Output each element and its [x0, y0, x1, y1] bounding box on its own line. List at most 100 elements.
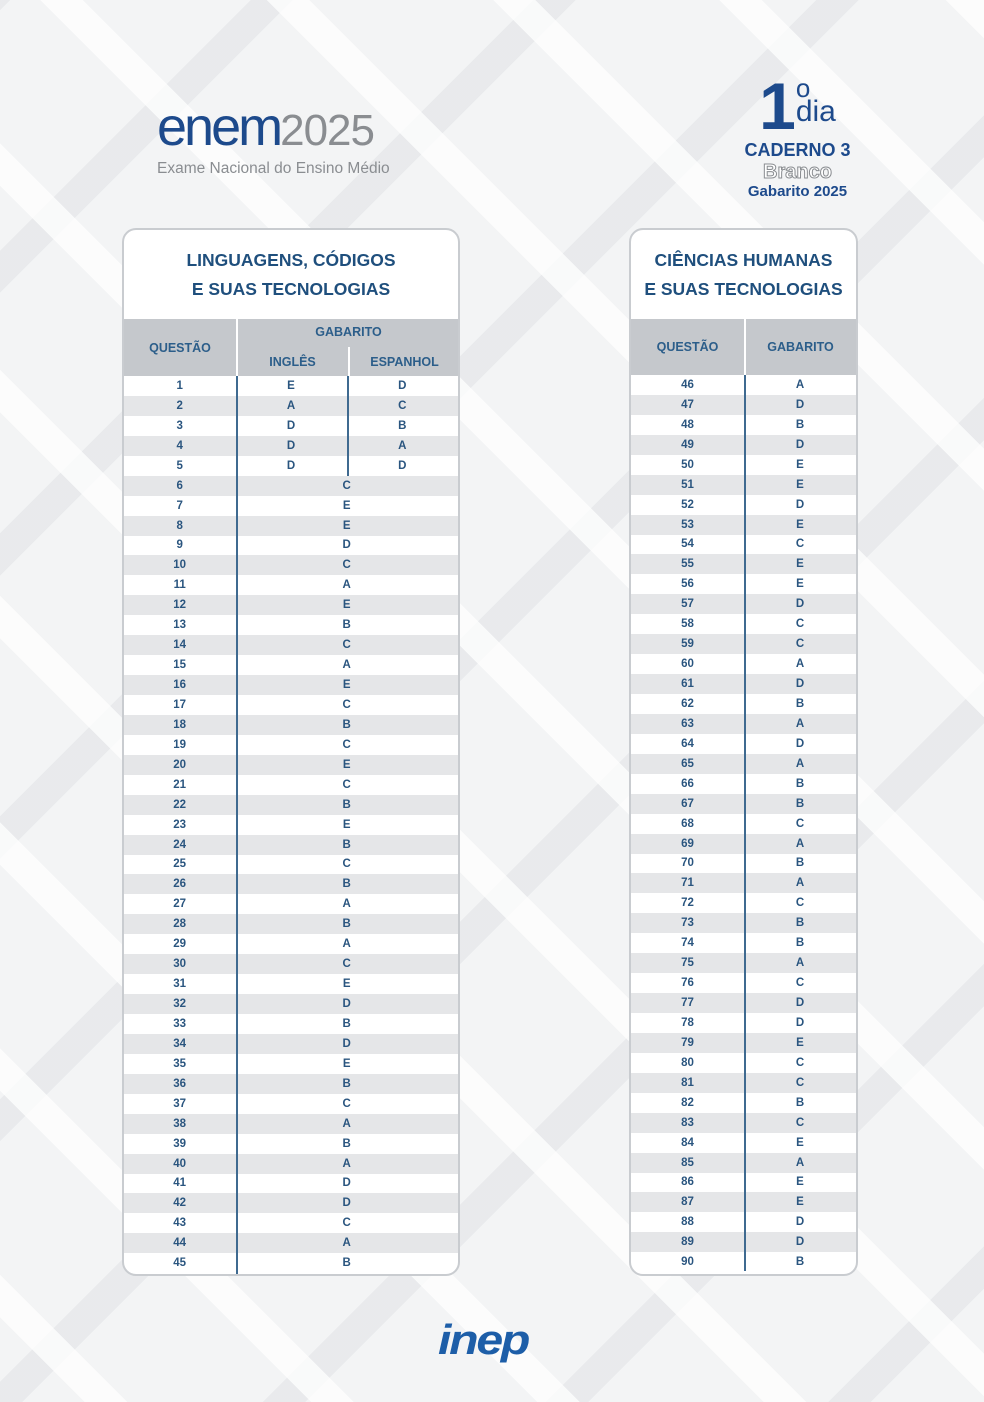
table-row: 25 C — [124, 855, 458, 875]
table-row: 28 B — [124, 914, 458, 935]
table-body: 46 A 47 D 48 B 49 D 50 E 51 E 52 D 53 E 54 C 55 E 56 E 57 D 58 C 5… — [631, 375, 856, 1272]
question-number: 61 — [681, 678, 694, 691]
table-row: 72 C — [631, 893, 856, 913]
question-number: 25 — [173, 858, 187, 871]
table-row: 65 A — [631, 753, 856, 774]
logo-subtitle: Exame Nacional do Ensino Médio — [157, 160, 390, 177]
answer: E — [796, 1196, 804, 1209]
title-line-2: E SUAS TECNOLOGIAS — [191, 278, 391, 299]
gabarito-year: Gabarito 2025 — [747, 183, 848, 200]
question-number: 34 — [173, 1037, 187, 1050]
table-row: 84 E — [631, 1133, 856, 1153]
inep-logo: inep — [438, 1316, 530, 1363]
answer: A — [795, 658, 805, 671]
exam-day-info: 1 o dia CADERNO 3 Branco Gabarito 2025 — [730, 69, 865, 200]
table-row: 31 E — [124, 974, 458, 994]
col-questao: QUESTÃO — [656, 340, 719, 354]
answer: B — [342, 838, 351, 851]
table-row: 58 C — [631, 614, 856, 634]
answer: B — [795, 857, 805, 870]
table-row: 10 C — [124, 555, 458, 576]
table-row: 27 A — [124, 894, 458, 914]
question-number: 24 — [173, 838, 187, 851]
answer: B — [342, 798, 351, 811]
question-number: 8 — [176, 519, 183, 532]
table-row: 12 E — [124, 595, 458, 616]
color-name: Branco — [763, 161, 833, 184]
answer: B — [342, 718, 351, 731]
question-number: 6 — [176, 479, 183, 492]
table-row: 52 D — [631, 495, 856, 515]
table-row: 82 B — [631, 1093, 856, 1113]
question-number: 22 — [173, 798, 187, 811]
question-number: 67 — [681, 797, 694, 810]
question-number: 3 — [176, 419, 183, 432]
table-title: CIÊNCIAS HUMANAS E SUAS TECNOLOGIAS — [631, 230, 856, 319]
answer: D — [795, 598, 805, 611]
question-number: 47 — [681, 398, 694, 411]
question-number: 9 — [176, 539, 183, 552]
table-row: 26 B — [124, 874, 458, 895]
answer: D — [795, 498, 805, 511]
column-divider — [347, 376, 349, 476]
answer-espanhol: B — [398, 419, 407, 432]
table-row: 17 C — [124, 695, 458, 715]
table-row: 80 C — [631, 1053, 856, 1073]
table-row: 85 A — [631, 1152, 856, 1173]
question-number: 35 — [173, 1057, 187, 1070]
table-row: 73 B — [631, 913, 856, 934]
answer: B — [795, 1096, 805, 1109]
table-row: 19 C — [124, 735, 458, 755]
linguagens-answer-table: LINGUAGENS, CÓDIGOS E SUAS TECNOLOGIAS Q… — [122, 228, 460, 1276]
answer: E — [796, 1176, 804, 1189]
answer: C — [795, 538, 805, 551]
question-number: 52 — [681, 498, 694, 511]
answer: C — [795, 1056, 805, 1069]
answer: D — [795, 678, 805, 691]
logo-enem: enem — [157, 97, 283, 157]
answer: C — [342, 698, 351, 711]
answer: E — [796, 478, 804, 491]
question-number: 72 — [681, 897, 694, 910]
table-row: 2 A C — [124, 395, 458, 416]
answer: D — [795, 1236, 805, 1249]
question-number: 66 — [681, 777, 694, 790]
question-number: 23 — [173, 818, 187, 831]
answer-ingles: D — [286, 439, 296, 452]
answer: A — [795, 837, 805, 850]
table-row: 49 D — [631, 434, 856, 455]
answer: E — [342, 519, 351, 532]
table-row: 78 D — [631, 1013, 856, 1033]
question-number: 5 — [176, 459, 183, 472]
answer-ingles: D — [286, 459, 296, 472]
answer: B — [795, 917, 805, 930]
table-row: 75 A — [631, 953, 856, 974]
question-number: 28 — [173, 918, 187, 931]
table-row: 56 E — [631, 574, 856, 594]
answer: C — [342, 738, 351, 751]
question-number: 59 — [681, 638, 694, 651]
answer: C — [795, 618, 805, 631]
table-row: 62 B — [631, 694, 856, 714]
question-number: 82 — [681, 1096, 694, 1109]
day-number: 1 — [759, 69, 796, 143]
question-number: 39 — [173, 1137, 187, 1150]
table-row: 3 D B — [124, 416, 458, 436]
answer: B — [342, 918, 351, 931]
answer: B — [795, 1256, 805, 1269]
col-espanhol: ESPANHOL — [370, 354, 439, 369]
table-row: 89 D — [631, 1232, 856, 1253]
table-row: 11 A — [124, 575, 458, 595]
answer: C — [795, 977, 805, 990]
answer: C — [342, 559, 351, 572]
answer-ingles: E — [287, 379, 295, 392]
table-row: 21 C — [124, 775, 458, 795]
answer-espanhol: D — [398, 459, 407, 472]
day-ordinal: o — [795, 73, 811, 103]
col-gabarito: GABARITO — [315, 325, 382, 339]
answer: A — [795, 957, 805, 970]
answer: D — [795, 997, 805, 1010]
table-row: 45 B — [124, 1253, 458, 1273]
